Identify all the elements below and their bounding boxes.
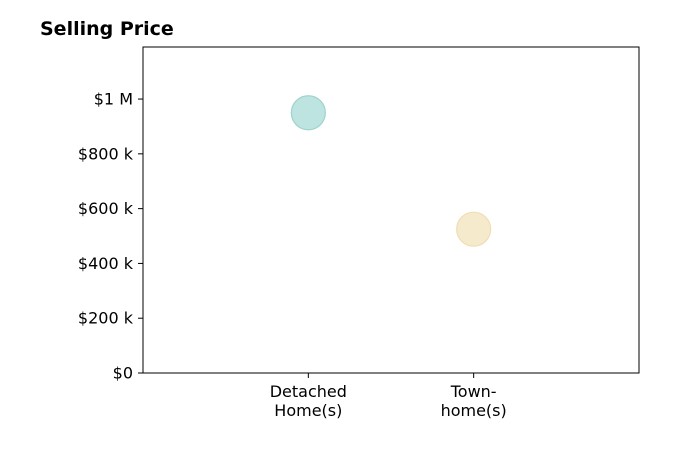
x-tick-label-line: Home(s)	[274, 401, 342, 420]
x-tick-label: Town-home(s)	[441, 382, 507, 420]
y-tick-label: $1 M	[94, 90, 133, 109]
plot-frame	[142, 46, 640, 374]
y-tick-label: $200 k	[78, 309, 134, 328]
y-tick-label: $800 k	[78, 144, 134, 163]
y-tick-label: $400 k	[78, 254, 134, 273]
y-tick-label: $600 k	[78, 199, 134, 218]
data-point	[456, 211, 492, 247]
x-axis: Detached Home(s) Town-home(s)	[270, 373, 507, 420]
chart-title: Selling Price	[40, 18, 174, 40]
x-tick-label-line: Town-	[450, 382, 497, 401]
x-tick-label-line: home(s)	[441, 401, 507, 420]
y-tick-label: $0	[113, 364, 133, 383]
x-tick-label: Detached Home(s)	[270, 382, 347, 420]
data-point	[290, 95, 326, 131]
x-tick-label-line: Detached	[270, 382, 347, 401]
y-axis: $0 $200 k $400 k $600 k $800 k $1 M	[78, 90, 143, 383]
data-points	[290, 95, 492, 247]
